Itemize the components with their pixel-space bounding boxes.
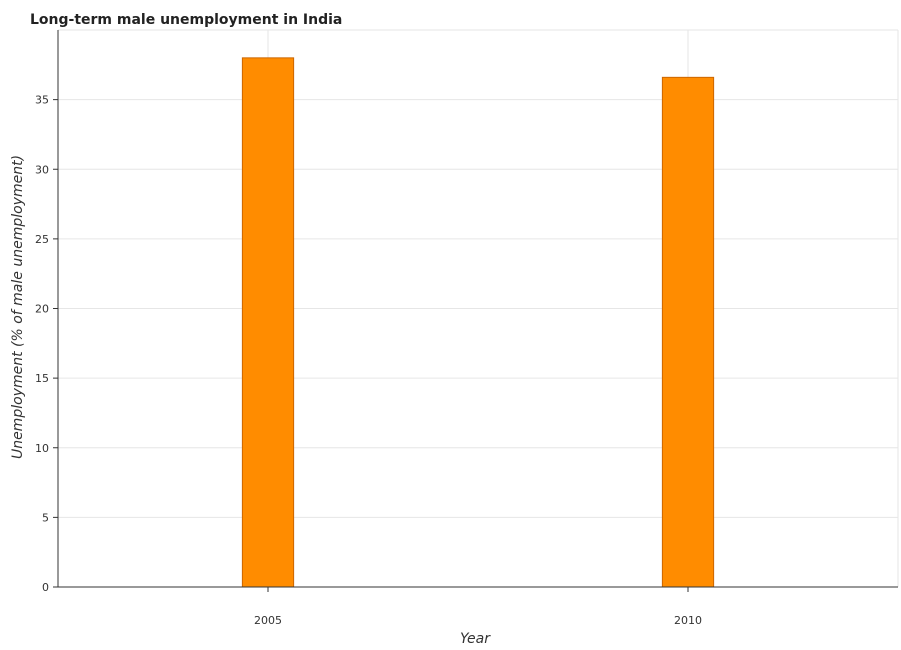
y-tick-label: 15 [35, 372, 49, 385]
x-axis-label: Year [460, 631, 491, 647]
y-tick-label: 35 [35, 94, 49, 107]
bar-2010 [661, 76, 715, 588]
x-tick-label: 2010 [674, 614, 702, 627]
bars [241, 57, 715, 588]
x-tick-label: 2005 [254, 614, 282, 627]
chart-title: Long-term male unemployment in India [30, 12, 342, 28]
y-tick-label: 5 [42, 511, 49, 524]
y-tick-label: 0 [42, 581, 49, 594]
tick-labels: 0 5 10 15 20 25 30 35 2005 2010 [35, 94, 702, 627]
bar-2005 [241, 57, 295, 588]
axes [53, 30, 898, 592]
grid [58, 29, 899, 588]
y-tick-label: 10 [35, 442, 49, 455]
y-tick-label: 20 [35, 303, 49, 316]
y-axis-label: Unemployment (% of male unemployment) [10, 155, 26, 459]
y-tick-label: 30 [35, 163, 49, 176]
y-tick-label: 25 [35, 233, 49, 246]
